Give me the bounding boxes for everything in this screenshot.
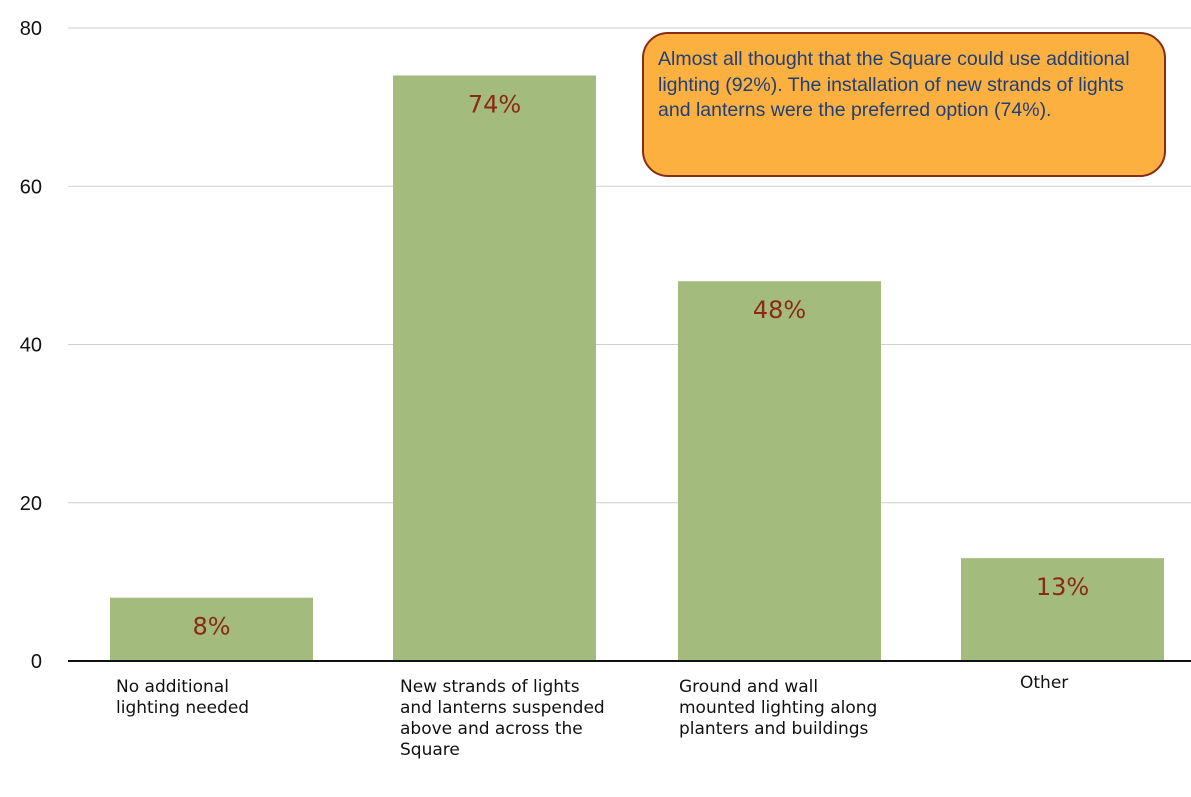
bar <box>678 281 881 661</box>
gridlines <box>68 27 1191 504</box>
y-tick-label: 80 <box>20 18 42 40</box>
y-tick-label: 20 <box>20 493 42 515</box>
y-axis-ticks: 0 20 40 60 80 <box>20 18 42 673</box>
callout-annotation: Almost all thought that the Square could… <box>642 32 1166 177</box>
data-label: 8% <box>192 613 230 641</box>
data-label: 13% <box>1036 573 1089 601</box>
x-tick-label-other: Other <box>1020 673 1069 693</box>
data-labels: 8% 74% 48% 13% <box>192 90 1089 640</box>
x-tick-label-no-additional-lighting: No additional lighting needed <box>116 677 250 718</box>
x-tick-label-ground-wall: Ground and wall mounted lighting along p… <box>679 677 878 739</box>
bar <box>393 75 596 662</box>
data-label: 74% <box>468 90 521 118</box>
y-tick-label: 60 <box>20 176 42 198</box>
y-tick-label: 40 <box>20 335 42 357</box>
x-tick-label-new-strands: New strands of lights and lanterns suspe… <box>400 677 605 760</box>
bar <box>110 597 313 661</box>
y-tick-label: 0 <box>31 651 42 673</box>
bars <box>110 75 1164 662</box>
bar <box>961 558 1164 661</box>
data-label: 48% <box>753 296 806 324</box>
